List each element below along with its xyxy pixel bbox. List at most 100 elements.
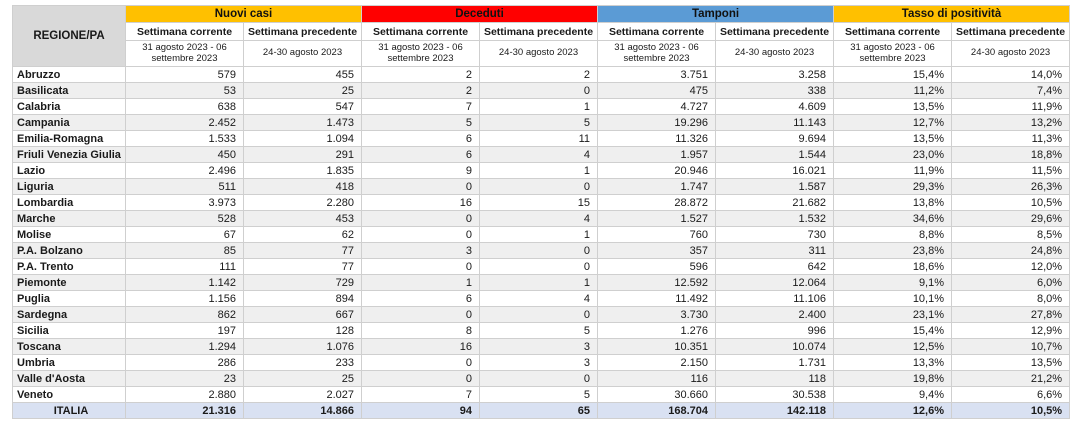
value-cell: 23,8% (833, 242, 953, 259)
region-name-cell: Sicilia (12, 322, 126, 339)
value-cell: 13,5% (833, 130, 953, 147)
value-cell: 233 (243, 354, 362, 371)
subheader-row: Settimana corrente Settimana precedente … (13, 22, 1071, 41)
region-name-cell: Puglia (12, 290, 126, 307)
value-cell: 27,8% (951, 306, 1071, 323)
table-row: Piemonte 1.142 729 1 1 12.592 12.064 9,1% 6,0% (12, 274, 1071, 291)
value-cell: 996 (715, 322, 835, 339)
value-cell: 0 (361, 354, 480, 371)
value-cell: 1 (478, 162, 599, 179)
value-cell: 197 (125, 322, 244, 339)
region-name-cell: P.A. Bolzano (12, 242, 126, 259)
subheader-current: Settimana corrente (833, 22, 953, 41)
value-cell: 2.880 (125, 386, 244, 403)
table-row: Liguria 511 418 0 0 1.747 1.587 29,3% 26,3% (12, 178, 1071, 195)
value-cell: 12.064 (715, 274, 835, 291)
value-cell: 6,0% (951, 274, 1071, 291)
value-cell: 13,5% (951, 354, 1071, 371)
value-cell: 0 (478, 242, 599, 259)
value-cell: 760 (597, 226, 717, 243)
region-name-cell: Basilicata (12, 82, 126, 99)
value-cell: 4 (478, 146, 599, 163)
value-cell: 4.727 (597, 98, 717, 115)
value-cell: 11,2% (833, 82, 953, 99)
table-row: Basilicata 53 25 2 0 475 338 11,2% 7,4% (12, 82, 1071, 99)
region-column-header: REGIONE/PA (12, 5, 126, 67)
table-row: Abruzzo 579 455 2 2 3.751 3.258 15,4% 14,0% (12, 66, 1071, 83)
table-row: P.A. Bolzano 85 77 3 0 357 311 23,8% 24,8% (12, 242, 1071, 259)
value-cell: 338 (715, 82, 835, 99)
value-cell: 511 (125, 178, 244, 195)
value-cell: 10,1% (833, 290, 953, 307)
subheader-previous: Settimana precedente (243, 22, 362, 41)
value-cell: 24,8% (951, 242, 1071, 259)
value-cell: 596 (597, 258, 717, 275)
value-cell: 7 (361, 98, 480, 115)
value-cell: 0 (361, 258, 480, 275)
value-cell: 2 (361, 82, 480, 99)
date-range-previous: 24-30 agosto 2023 (243, 40, 362, 67)
value-cell: 77 (243, 258, 362, 275)
value-cell: 15 (478, 194, 599, 211)
value-cell: 1.142 (125, 274, 244, 291)
value-cell: 9,4% (833, 386, 953, 403)
value-cell: 15,4% (833, 66, 953, 83)
value-cell: 12,9% (951, 322, 1071, 339)
region-name-cell: Toscana (12, 338, 126, 355)
value-cell: 5 (478, 386, 599, 403)
value-cell: 30.660 (597, 386, 717, 403)
value-cell: 16 (361, 338, 480, 355)
date-range-current: 31 agosto 2023 - 06 settembre 2023 (833, 40, 953, 67)
value-cell: 10,5% (951, 402, 1071, 419)
value-cell: 11,3% (951, 130, 1071, 147)
value-cell: 2.452 (125, 114, 244, 131)
value-cell: 1.731 (715, 354, 835, 371)
value-cell: 3.751 (597, 66, 717, 83)
value-cell: 23,0% (833, 146, 953, 163)
table-row: Emilia-Romagna 1.533 1.094 6 11 11.326 9.694 13… (12, 130, 1071, 147)
value-cell: 6 (361, 130, 480, 147)
value-cell: 26,3% (951, 178, 1071, 195)
date-range-current: 31 agosto 2023 - 06 settembre 2023 (361, 40, 480, 67)
value-cell: 528 (125, 210, 244, 227)
value-cell: 8,5% (951, 226, 1071, 243)
value-cell: 730 (715, 226, 835, 243)
value-cell: 1.532 (715, 210, 835, 227)
value-cell: 1.957 (597, 146, 717, 163)
value-cell: 8,0% (951, 290, 1071, 307)
table-row: Veneto 2.880 2.027 7 5 30.660 30.538 9,4% 6,6% (12, 386, 1071, 403)
value-cell: 18,8% (951, 146, 1071, 163)
region-name-cell: Umbria (12, 354, 126, 371)
region-name-cell: Molise (12, 226, 126, 243)
value-cell: 28.872 (597, 194, 717, 211)
value-cell: 1.747 (597, 178, 717, 195)
region-name-cell: P.A. Trento (12, 258, 126, 275)
value-cell: 1 (361, 274, 480, 291)
value-cell: 21,2% (951, 370, 1071, 387)
group-header-nuovi-casi: Nuovi casi (125, 5, 362, 23)
value-cell: 729 (243, 274, 362, 291)
value-cell: 11.492 (597, 290, 717, 307)
value-cell: 638 (125, 98, 244, 115)
value-cell: 11,9% (833, 162, 953, 179)
value-cell: 10,5% (951, 194, 1071, 211)
value-cell: 8,8% (833, 226, 953, 243)
value-cell: 1.835 (243, 162, 362, 179)
value-cell: 9,1% (833, 274, 953, 291)
date-range-previous: 24-30 agosto 2023 (951, 40, 1071, 67)
subheader-previous: Settimana precedente (478, 22, 599, 41)
value-cell: 0 (361, 178, 480, 195)
table-row: Valle d'Aosta 23 25 0 0 116 118 19,8% 21,2% (12, 370, 1071, 387)
table-header: REGIONE/PA Nuovi casi Deceduti Tamponi T… (12, 5, 1071, 67)
value-cell: 6,6% (951, 386, 1071, 403)
group-header-deceduti: Deceduti (360, 5, 599, 23)
subheader-previous: Settimana precedente (715, 22, 835, 41)
value-cell: 291 (243, 146, 362, 163)
table-row-total: ITALIA 21.316 14.866 94 65 168.704 142.118 12,6… (12, 402, 1071, 419)
value-cell: 2.400 (715, 306, 835, 323)
value-cell: 2.150 (597, 354, 717, 371)
value-cell: 16.021 (715, 162, 835, 179)
region-name-cell: Friuli Venezia Giulia (12, 146, 126, 163)
value-cell: 12,5% (833, 338, 953, 355)
value-cell: 10.351 (597, 338, 717, 355)
